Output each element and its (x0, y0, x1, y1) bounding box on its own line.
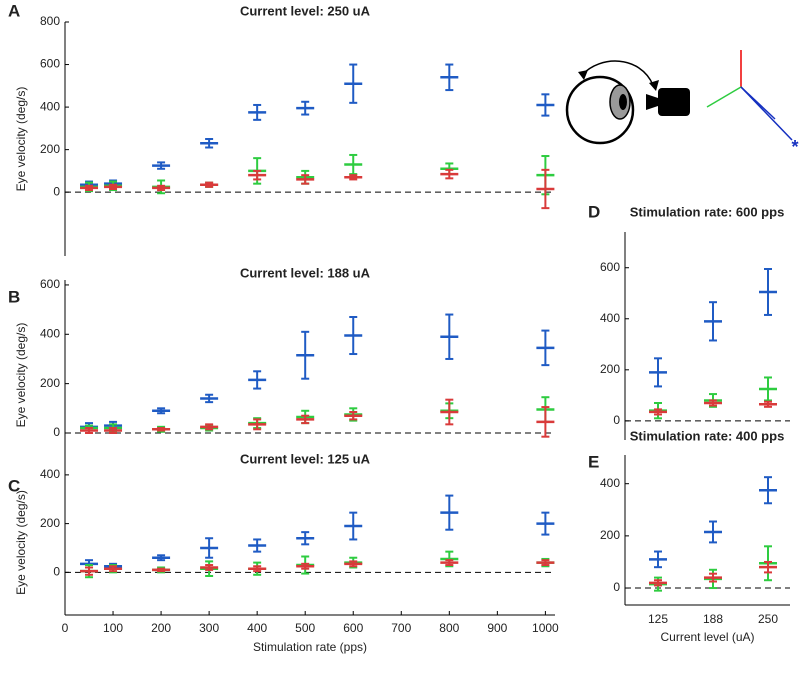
x-tick-label: 0 (62, 621, 69, 635)
y-tick-label: 400 (40, 99, 60, 113)
y-tick-label: 0 (53, 425, 60, 439)
x-tick-label: 500 (295, 621, 315, 635)
y-tick-label: 0 (613, 413, 620, 427)
x-tick-label: 188 (703, 612, 723, 626)
axis-y (706, 86, 742, 108)
camera-lens (646, 94, 658, 110)
y-tick-label: 600 (40, 57, 60, 71)
chart-title: Current level: 125 uA (240, 451, 371, 466)
chart-title: Current level: 188 uA (240, 265, 371, 280)
x-tick-label: 100 (103, 621, 123, 635)
stim-axis (740, 86, 793, 141)
y-tick-label: 600 (600, 260, 620, 274)
x-tick-label: 125 (648, 612, 668, 626)
x-tick-label: 900 (487, 621, 507, 635)
y-tick-label: 400 (600, 476, 620, 490)
y-axis-label: Eye velocity (deg/s) (14, 87, 28, 192)
y-tick-label: 400 (40, 326, 60, 340)
stim-marker: * (791, 137, 798, 157)
y-tick-label: 400 (40, 467, 60, 481)
x-axis-label: Current level (uA) (660, 630, 754, 644)
panel: 125 188 250 0 200 400 Stimulation rate: 400 pp… (588, 428, 790, 644)
panel: 0 200 400 600 Current level: 188 uA B Eye velo… (8, 265, 555, 470)
chart-title: Stimulation rate: 600 pps (630, 204, 785, 219)
x-tick-label: 400 (247, 621, 267, 635)
y-tick-label: 400 (600, 311, 620, 325)
panel: 0 200 400 600 800 Current level: 250 uA A Eye v… (8, 1, 555, 256)
x-tick-label: 700 (391, 621, 411, 635)
panel: 0 200 400 600 Stimulation rate: 600 pps D (588, 202, 790, 440)
y-tick-label: 0 (53, 184, 60, 198)
camera-body (658, 88, 690, 116)
panel-letter: A (8, 1, 20, 20)
y-tick-label: 600 (40, 277, 60, 291)
x-tick-label: 250 (758, 612, 778, 626)
y-tick-label: 0 (53, 565, 60, 579)
chart-title: Stimulation rate: 400 pps (630, 428, 785, 443)
y-tick-label: 200 (600, 362, 620, 376)
y-tick-label: 200 (40, 516, 60, 530)
rotation-arrow (581, 60, 654, 86)
y-tick-label: 800 (40, 14, 60, 28)
y-axis-label: Eye velocity (deg/s) (14, 490, 28, 595)
x-tick-label: 800 (439, 621, 459, 635)
panel-letter: C (8, 476, 20, 495)
y-tick-label: 200 (40, 142, 60, 156)
x-tick-label: 200 (151, 621, 171, 635)
pupil (619, 94, 627, 110)
eye-diagram: * (565, 50, 799, 157)
panel-letter: B (8, 287, 20, 306)
y-axis-label: Eye velocity (deg/s) (14, 323, 28, 428)
y-tick-label: 0 (613, 580, 620, 594)
y-tick-label: 200 (40, 376, 60, 390)
x-tick-label: 300 (199, 621, 219, 635)
x-tick-label: 600 (343, 621, 363, 635)
panel-letter: E (588, 452, 599, 471)
panel: 0 100 200 300 400 500 600 700 800 900 1000 0 200 400 C… (8, 451, 559, 654)
y-tick-label: 200 (600, 528, 620, 542)
arrow-head (578, 70, 588, 80)
x-tick-label: 1000 (532, 621, 559, 635)
chart-title: Current level: 250 uA (240, 3, 371, 18)
arrow-head (649, 80, 659, 91)
x-axis-label: Stimulation rate (pps) (253, 640, 367, 654)
panel-letter: D (588, 202, 600, 221)
